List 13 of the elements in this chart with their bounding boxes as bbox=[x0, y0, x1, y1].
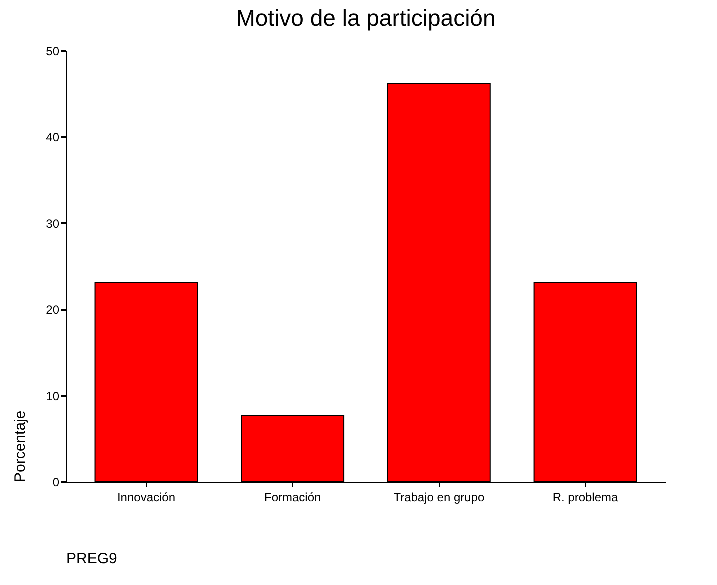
x-axis-title: PREG9 bbox=[66, 550, 118, 568]
x-tick-label: Innovación bbox=[117, 490, 176, 504]
y-axis-title: Porcentaje bbox=[12, 410, 30, 482]
x-tick-label: R. problema bbox=[552, 490, 619, 504]
x-tick-label: Trabajo en grupo bbox=[394, 490, 485, 504]
y-tick-label: 10 bbox=[46, 389, 60, 404]
y-tick-label: 40 bbox=[46, 130, 60, 145]
y-tick-label: 30 bbox=[46, 216, 60, 231]
x-tick-label: Formación bbox=[264, 490, 322, 504]
y-tick-label: 50 bbox=[46, 44, 60, 58]
y-tick-label: 0 bbox=[52, 476, 60, 490]
chart-title: Motivo de la participación bbox=[236, 5, 496, 31]
y-tick-label: 20 bbox=[46, 303, 60, 318]
